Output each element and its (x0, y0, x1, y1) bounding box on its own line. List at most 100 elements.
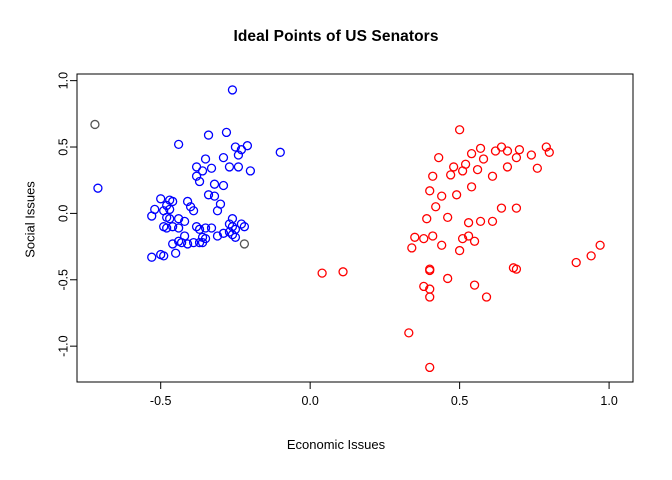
data-point (233, 150, 244, 160)
page-title: Ideal Points of US Senators (233, 28, 439, 45)
data-point (475, 143, 486, 153)
data-point (188, 206, 199, 216)
y-axis-tick-label: 1.0 (57, 72, 71, 89)
data-point (147, 211, 157, 221)
data-point (463, 218, 474, 228)
x-axis-tick-label: 0.5 (451, 394, 468, 408)
data-point (206, 163, 217, 173)
y-axis-tick-label: -0.5 (57, 269, 71, 291)
data-point (443, 273, 453, 284)
data-point (502, 146, 513, 156)
series-republicans (317, 125, 605, 373)
data-point (221, 127, 232, 138)
data-point (457, 233, 468, 244)
data-point (227, 229, 238, 240)
data-point (487, 216, 498, 227)
data-point (595, 240, 605, 250)
data-point (437, 191, 447, 201)
data-point (425, 362, 435, 373)
x-axis-tick-label: 0.0 (301, 394, 318, 408)
y-axis: -1.0 -0.5 0.0 0.5 1.0 (57, 72, 77, 357)
data-point (206, 223, 217, 233)
data-point (481, 292, 492, 302)
data-point (218, 152, 229, 163)
data-point (425, 186, 435, 196)
data-point (209, 179, 220, 189)
data-point (194, 176, 205, 187)
data-point (93, 183, 103, 193)
data-point (526, 150, 537, 160)
y-axis-tick-label: 0.0 (57, 205, 71, 222)
data-point (227, 85, 238, 95)
data-point (437, 240, 447, 250)
data-point (203, 190, 214, 200)
data-point (159, 251, 169, 261)
data-point (168, 222, 178, 232)
y-axis-tick-label: 0.5 (57, 138, 71, 155)
data-point (245, 166, 256, 176)
data-point (410, 232, 420, 242)
data-point (233, 162, 244, 172)
data-point (182, 239, 193, 249)
data-point (218, 180, 229, 191)
data-point (197, 166, 208, 176)
data-point (404, 328, 414, 338)
y-axis-label: Social Issues (22, 181, 38, 258)
series-democrats (93, 85, 285, 262)
data-point (218, 228, 229, 238)
data-point (170, 248, 181, 258)
data-point (239, 222, 250, 232)
data-point (194, 224, 205, 234)
data-point (443, 212, 453, 223)
x-axis-label: Economic Issues (286, 437, 386, 452)
data-point (194, 237, 205, 248)
data-point (454, 245, 465, 256)
data-point (541, 142, 551, 152)
data-point (502, 162, 513, 172)
data-point (179, 216, 190, 227)
data-point (466, 182, 477, 192)
data-point (446, 170, 456, 180)
data-point (475, 216, 486, 227)
data-point (173, 139, 184, 150)
data-point (407, 243, 417, 253)
data-point (434, 152, 444, 163)
data-point (448, 162, 459, 172)
data-point (156, 194, 166, 204)
data-point (532, 163, 542, 173)
data-point (469, 236, 480, 246)
data-point (182, 196, 193, 207)
data-point (428, 231, 438, 241)
data-point (469, 280, 480, 290)
data-point (236, 219, 247, 229)
data-point (317, 268, 327, 278)
data-point (466, 149, 477, 159)
data-point (224, 227, 235, 237)
data-point (454, 125, 465, 135)
data-point (200, 154, 211, 164)
data-point (425, 265, 435, 276)
x-axis-tick-label: -0.5 (150, 394, 172, 408)
data-point (451, 190, 462, 200)
data-point (203, 130, 214, 140)
data-point (224, 162, 235, 172)
data-point (514, 145, 525, 155)
data-point (188, 237, 199, 248)
data-point (191, 222, 202, 232)
data-point (571, 257, 581, 268)
data-point (197, 237, 208, 248)
x-axis-tick-label: 1.0 (600, 394, 617, 408)
data-point (209, 191, 220, 201)
data-point (236, 145, 247, 155)
data-point (275, 147, 285, 157)
data-point (511, 152, 522, 163)
data-point (472, 164, 483, 175)
data-point (463, 231, 474, 241)
data-point (496, 203, 507, 213)
data-point (511, 264, 522, 274)
data-point (586, 251, 596, 261)
data-point (165, 204, 175, 215)
data-point (419, 233, 429, 244)
series-independents (90, 119, 250, 249)
